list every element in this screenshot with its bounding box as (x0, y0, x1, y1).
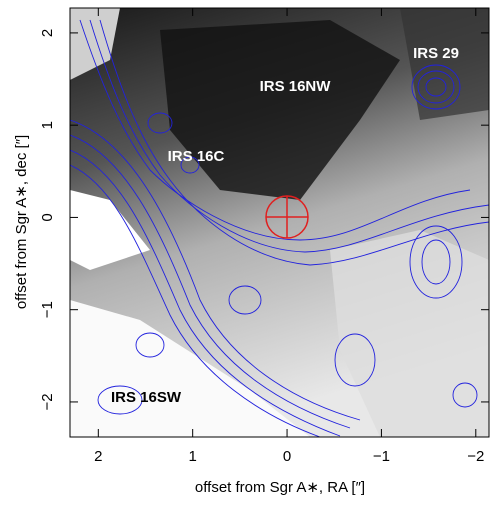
annotation: IRS 16C (168, 148, 225, 165)
y-tick-label: 0 (39, 213, 56, 221)
annotation: IRS 29 (413, 45, 459, 62)
x-tick-label: 0 (283, 448, 291, 465)
annotation: IRS 16NW (260, 78, 332, 95)
x-tick-label: 1 (189, 448, 197, 465)
x-tick-label: −1 (373, 448, 390, 465)
y-tick-label: 1 (39, 121, 56, 129)
y-tick-label: −2 (39, 393, 56, 410)
image (70, 8, 489, 437)
y-tick-label: −1 (39, 301, 56, 318)
x-axis-label: offset from Sgr A∗, RA [″] (195, 479, 365, 496)
annotation: IRS 16SW (111, 389, 182, 406)
x-tick-label: −2 (467, 448, 484, 465)
frame (69, 7, 490, 438)
x-tick-label: 2 (94, 448, 102, 465)
y-tick-label: 2 (39, 29, 56, 37)
contours (70, 19, 489, 437)
y-axis-label: offset from Sgr A∗, dec [″] (13, 135, 30, 309)
